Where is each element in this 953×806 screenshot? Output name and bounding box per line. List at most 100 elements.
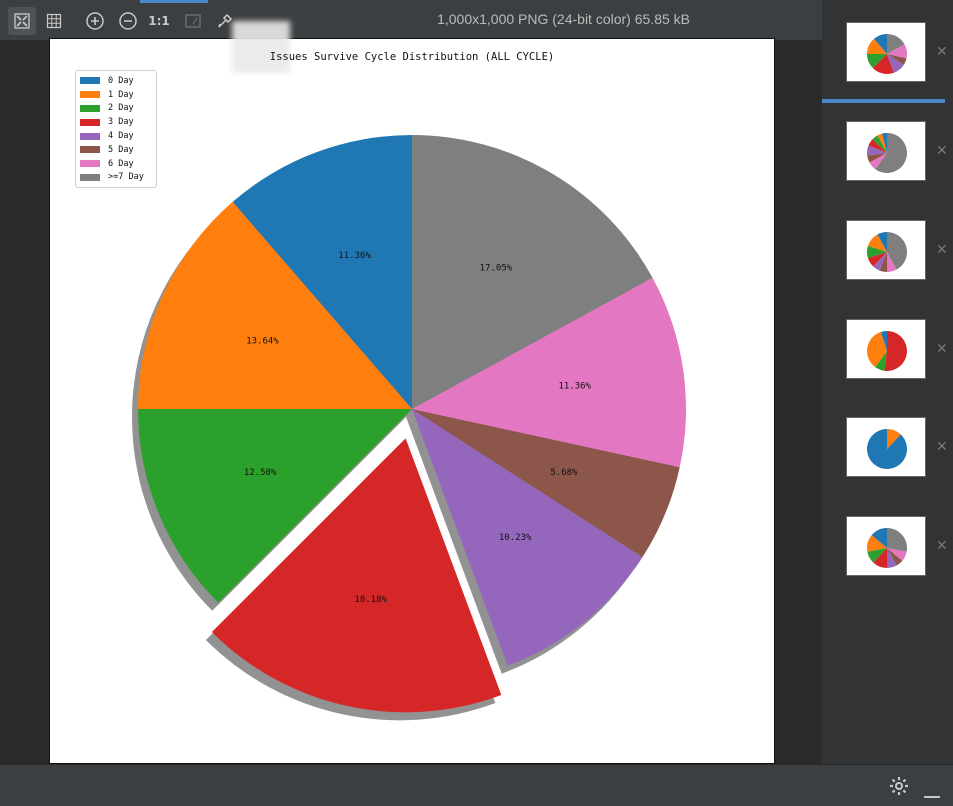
thumbnail-slice xyxy=(877,232,887,252)
legend-swatch xyxy=(80,132,100,140)
close-icon[interactable]: ✕ xyxy=(936,242,948,258)
grid-icon[interactable] xyxy=(40,7,68,35)
color-picker-icon[interactable] xyxy=(211,7,239,35)
thumbnail-4[interactable] xyxy=(846,319,926,379)
minimize-icon[interactable] xyxy=(923,784,941,803)
slice-percent-label: 5.68% xyxy=(550,468,578,478)
thumbnail-slice xyxy=(867,38,887,54)
fit-window-icon[interactable] xyxy=(179,7,207,35)
thumbnail-6[interactable] xyxy=(846,516,926,576)
pie-slice-2-day xyxy=(138,409,412,603)
slice-percent-label: 12.50% xyxy=(244,468,277,478)
slice-percent-label: 11.36% xyxy=(338,251,371,261)
thumbnail-slice xyxy=(887,54,907,65)
thumbnail-slice xyxy=(867,548,887,563)
image-info: 1,000x1,000 PNG (24-bit color) 65.85 kB xyxy=(437,11,690,27)
legend-item: 5 Day xyxy=(80,143,152,157)
thumbnail-slice xyxy=(867,535,887,552)
legend-label: 2 Day xyxy=(108,103,134,114)
legend-label: 3 Day xyxy=(108,117,134,128)
thumbnail-slice xyxy=(880,331,887,351)
thumbnail-slice xyxy=(887,232,907,270)
thumbnail-slice xyxy=(875,133,907,173)
close-icon[interactable]: ✕ xyxy=(936,439,948,455)
thumbnail-slice xyxy=(872,54,894,74)
slice-percent-label: 17.05% xyxy=(480,264,513,274)
legend-swatch xyxy=(80,104,100,112)
close-icon[interactable]: ✕ xyxy=(936,44,948,60)
thumbnail-slice xyxy=(882,133,887,153)
legend-swatch xyxy=(80,77,100,85)
thumbnail-slice xyxy=(867,54,887,69)
thumbnail-slice xyxy=(887,34,905,54)
thumbnail-slice xyxy=(873,252,887,271)
thumbnail-slice xyxy=(867,234,887,252)
slice-percent-label: 10.23% xyxy=(499,533,532,543)
thumbnail-slice xyxy=(887,252,897,272)
pie-slice-3-day xyxy=(211,438,502,713)
thumbnail-slice xyxy=(868,139,887,153)
thumbnail-slice xyxy=(875,351,887,371)
thumbnail-slice xyxy=(871,528,887,548)
image-preview: Issues Survive Cycle Distribution (ALL C… xyxy=(49,21,775,764)
legend-swatch xyxy=(80,160,100,168)
thumbnail-3[interactable] xyxy=(846,220,926,280)
fit-icon[interactable] xyxy=(8,7,36,35)
thumbnail-slice xyxy=(887,548,897,568)
close-icon[interactable]: ✕ xyxy=(936,341,948,357)
thumbnail-pie xyxy=(867,331,907,371)
thumbnail-slice xyxy=(877,133,887,153)
pie-chart: 11.36% 13.64% 12.50% 18.18% 10.23% 5.68% 11.36… xyxy=(132,135,686,721)
redacted-area xyxy=(232,21,290,73)
thumbnail-pie xyxy=(867,429,907,469)
legend-swatch xyxy=(80,118,100,126)
legend-swatch xyxy=(80,91,100,99)
legend-item: 3 Day xyxy=(80,115,152,129)
thumbnail-slice xyxy=(867,252,887,267)
legend-label: 4 Day xyxy=(108,131,134,142)
thumbnail-2[interactable] xyxy=(846,121,926,181)
pie-slice-1-day xyxy=(138,201,412,409)
legend-item: >=7 Day xyxy=(80,171,152,185)
thumbnail-slice xyxy=(873,548,887,568)
thumbnail-pie xyxy=(867,34,907,74)
legend-swatch xyxy=(80,146,100,154)
zoom-out-icon[interactable] xyxy=(114,7,142,35)
thumbnail-slice xyxy=(887,54,904,73)
chart-title: Issues Survive Cycle Distribution (ALL C… xyxy=(269,51,555,63)
legend-swatch xyxy=(80,173,100,181)
zoom-in-icon[interactable] xyxy=(81,7,109,35)
legend-label: 5 Day xyxy=(108,144,134,155)
thumbnail-slice xyxy=(887,528,907,552)
thumbnail-slice xyxy=(873,34,887,54)
legend-item: 4 Day xyxy=(80,129,152,143)
thumbnail-slice xyxy=(867,153,887,163)
pie-slice-6-day xyxy=(412,277,686,468)
thumbnail-slice xyxy=(867,245,887,259)
thumbnail-slice xyxy=(869,153,887,170)
thumbnail-slice xyxy=(879,252,887,272)
legend-label: 1 Day xyxy=(108,89,134,100)
tab-indicator xyxy=(140,0,208,3)
pie-slice-4-day xyxy=(412,409,643,666)
legend-label: 0 Day xyxy=(108,75,134,86)
status-bar xyxy=(0,764,953,806)
slice-percent-label: 18.18% xyxy=(354,595,387,605)
thumbnail-slice xyxy=(887,44,907,59)
gear-icon[interactable] xyxy=(889,776,909,800)
thumbnail-slice xyxy=(887,548,903,566)
thumbnail-1[interactable] xyxy=(846,22,926,82)
close-icon[interactable]: ✕ xyxy=(936,143,948,159)
slice-percent-label: 13.64% xyxy=(246,337,279,347)
close-icon[interactable]: ✕ xyxy=(936,538,948,554)
image-canvas[interactable]: Issues Survive Cycle Distribution (ALL C… xyxy=(0,21,822,764)
actual-size-icon[interactable]: 1:1 xyxy=(148,14,170,28)
legend-item: 6 Day xyxy=(80,157,152,171)
thumbnail-sidebar: ✕ ✕ ✕ ✕ ✕ ✕ xyxy=(822,0,953,764)
thumbnail-pie xyxy=(867,528,907,568)
pie-slice-5-day xyxy=(412,409,680,558)
legend-label: 6 Day xyxy=(108,158,134,169)
thumbnail-pie xyxy=(867,232,907,272)
thumbnail-slice xyxy=(872,135,887,153)
thumbnail-5[interactable] xyxy=(846,417,926,477)
